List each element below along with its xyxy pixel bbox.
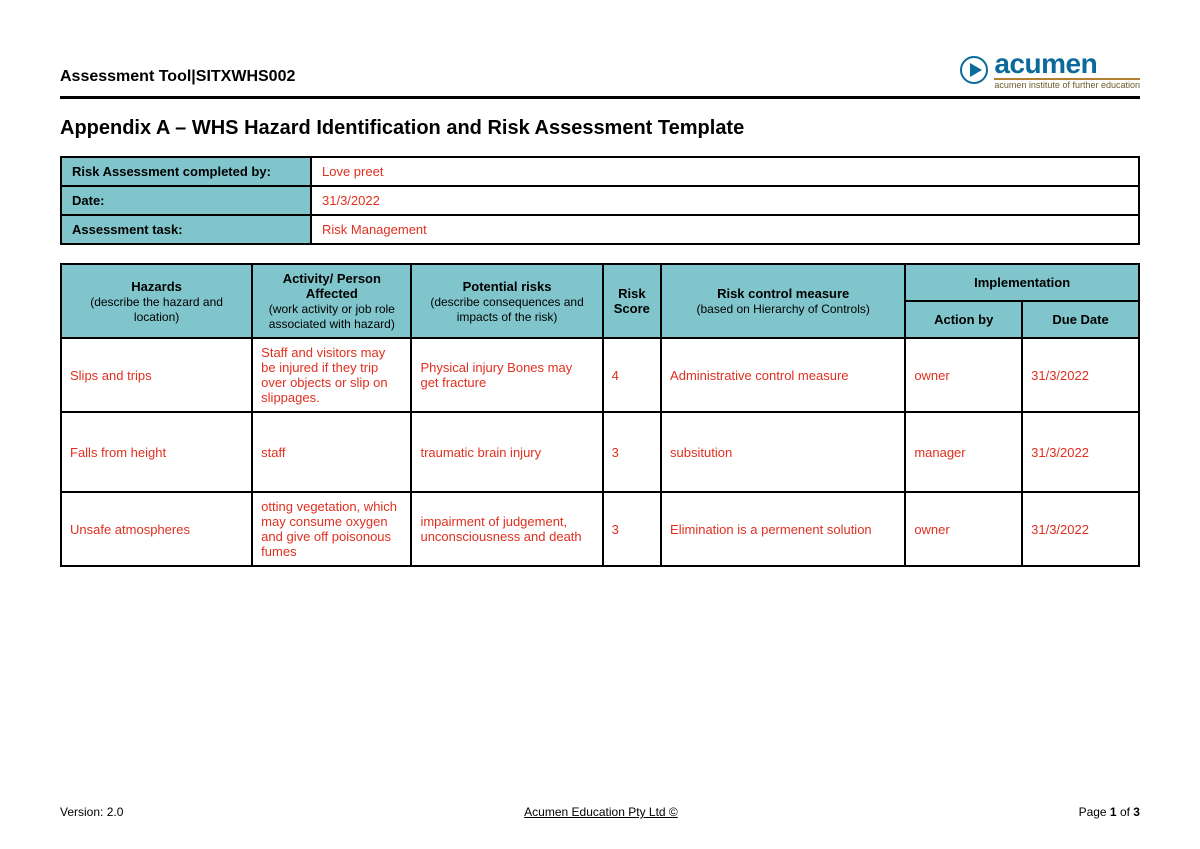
th-action-by: Action by — [905, 301, 1022, 338]
cell-action-by: manager — [905, 412, 1022, 492]
cell-due-date: 31/3/2022 — [1022, 492, 1139, 566]
footer-org: Acumen Education Pty Ltd © — [524, 805, 678, 819]
cell-control: Administrative control measure — [661, 338, 905, 412]
meta-label: Assessment task: — [61, 215, 311, 244]
cell-hazard: Falls from height — [61, 412, 252, 492]
cell-hazard: Unsafe atmospheres — [61, 492, 252, 566]
cell-score: 3 — [603, 492, 661, 566]
table-header-row: Hazards (describe the hazard and locatio… — [61, 264, 1139, 301]
footer-page: Page 1 of 3 — [1079, 805, 1140, 819]
cell-activity: otting vegetation, which may consume oxy… — [252, 492, 411, 566]
hazard-table: Hazards (describe the hazard and locatio… — [60, 263, 1140, 567]
cell-activity: Staff and visitors may be injured if the… — [252, 338, 411, 412]
cell-control: subsitution — [661, 412, 905, 492]
appendix-heading: Appendix A – WHS Hazard Identification a… — [60, 117, 1140, 140]
brand-logo: acumen acumen institute of further educa… — [960, 50, 1140, 92]
cell-activity: staff — [252, 412, 411, 492]
meta-label: Date: — [61, 186, 311, 215]
th-implementation: Implementation — [905, 264, 1139, 301]
th-activity: Activity/ Person Affected (work activity… — [252, 264, 411, 338]
cell-due-date: 31/3/2022 — [1022, 412, 1139, 492]
cell-due-date: 31/3/2022 — [1022, 338, 1139, 412]
table-row: Slips and trips Staff and visitors may b… — [61, 338, 1139, 412]
cell-score: 4 — [603, 338, 661, 412]
cell-risk: traumatic brain injury — [411, 412, 602, 492]
logo-sub-text: acumen institute of further education — [994, 78, 1140, 90]
th-control: Risk control measure (based on Hierarchy… — [661, 264, 905, 338]
meta-row: Assessment task: Risk Management — [61, 215, 1139, 244]
th-hazards: Hazards (describe the hazard and locatio… — [61, 264, 252, 338]
cell-risk: Physical injury Bones may get fracture — [411, 338, 602, 412]
doc-title: Assessment Tool|SITXWHS002 — [60, 68, 295, 92]
meta-table: Risk Assessment completed by: Love preet… — [60, 156, 1140, 245]
meta-row: Date: 31/3/2022 — [61, 186, 1139, 215]
cell-hazard: Slips and trips — [61, 338, 252, 412]
table-row: Unsafe atmospheres otting vegetation, wh… — [61, 492, 1139, 566]
meta-value: Risk Management — [311, 215, 1139, 244]
th-risks: Potential risks (describe consequences a… — [411, 264, 602, 338]
meta-row: Risk Assessment completed by: Love preet — [61, 157, 1139, 186]
cell-risk: impairment of judgement, unconsciousness… — [411, 492, 602, 566]
cell-action-by: owner — [905, 492, 1022, 566]
document-page: Assessment Tool|SITXWHS002 acumen acumen… — [0, 0, 1200, 849]
table-row: Falls from height staff traumatic brain … — [61, 412, 1139, 492]
page-header: Assessment Tool|SITXWHS002 acumen acumen… — [60, 50, 1140, 99]
cell-score: 3 — [603, 412, 661, 492]
cell-control: Elimination is a permenent solution — [661, 492, 905, 566]
logo-play-icon — [960, 56, 988, 84]
logo-main-text: acumen — [994, 50, 1140, 78]
meta-label: Risk Assessment completed by: — [61, 157, 311, 186]
meta-value: 31/3/2022 — [311, 186, 1139, 215]
meta-value: Love preet — [311, 157, 1139, 186]
page-footer: Version: 2.0 Acumen Education Pty Ltd © … — [60, 805, 1140, 819]
th-due-date: Due Date — [1022, 301, 1139, 338]
cell-action-by: owner — [905, 338, 1022, 412]
th-score: Risk Score — [603, 264, 661, 338]
footer-version: Version: 2.0 — [60, 805, 123, 819]
